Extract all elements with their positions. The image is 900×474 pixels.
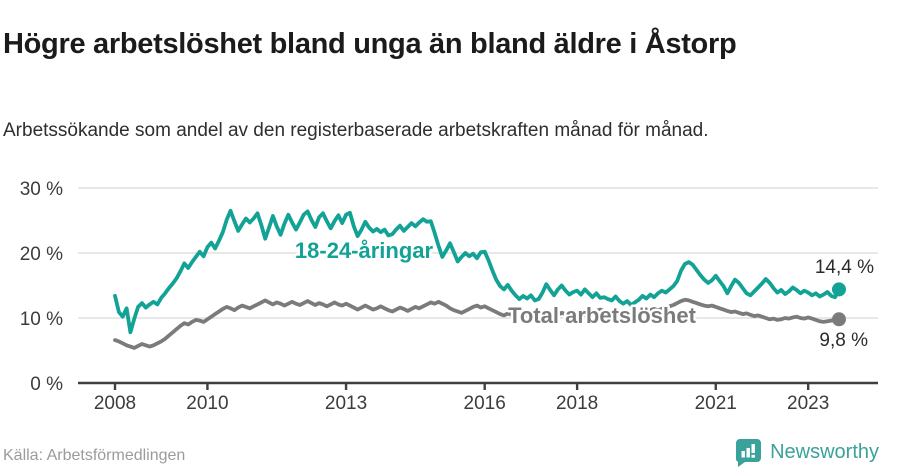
- series-end-dot-18-24-åringar: [831, 282, 846, 297]
- series-end-dot-Total arbetslöshet: [831, 312, 846, 327]
- series-line-Total arbetslöshet: [113, 297, 841, 350]
- x-tick-label-2016: 2016: [464, 393, 506, 414]
- page-subtitle: Arbetssökande som andel av den registerb…: [3, 120, 709, 141]
- source-note: Källa: Arbetsförmedlingen: [3, 447, 186, 464]
- unemployment-line-chart: 0 % 10 % 20 % 30 % 2008 2010 2013 2016 2018 2021 2…: [20, 179, 878, 414]
- x-tick-label-2021: 2021: [695, 393, 737, 414]
- y-tick-label-30: 30 %: [20, 179, 63, 200]
- y-tick-label-0: 0 %: [30, 374, 63, 395]
- x-tick-label-2023: 2023: [787, 393, 829, 414]
- x-tick-label-2008: 2008: [94, 393, 136, 414]
- series-label-Total arbetslöshet: Total arbetslöshet: [508, 303, 697, 328]
- page-title: Högre arbetslöshet bland unga än bland ä…: [3, 28, 737, 61]
- x-tick-label-2010: 2010: [186, 393, 228, 414]
- brand-logo: Newsworthy: [735, 438, 879, 467]
- x-tick-label-2013: 2013: [325, 393, 367, 414]
- y-tick-label-10: 10 %: [20, 309, 63, 330]
- x-tick-label-2018: 2018: [556, 393, 598, 414]
- series-label-18-24-åringar: 18-24-åringar: [295, 238, 434, 263]
- brand-name: Newsworthy: [770, 441, 879, 463]
- series-line-18-24-åringar: [113, 208, 841, 335]
- y-tick-label-20: 20 %: [20, 244, 63, 265]
- series-end-value-Total arbetslöshet: 9,8 %: [819, 330, 868, 351]
- newsworthy-icon: [736, 439, 762, 467]
- series-end-value-18-24-åringar: 14,4 %: [815, 257, 874, 278]
